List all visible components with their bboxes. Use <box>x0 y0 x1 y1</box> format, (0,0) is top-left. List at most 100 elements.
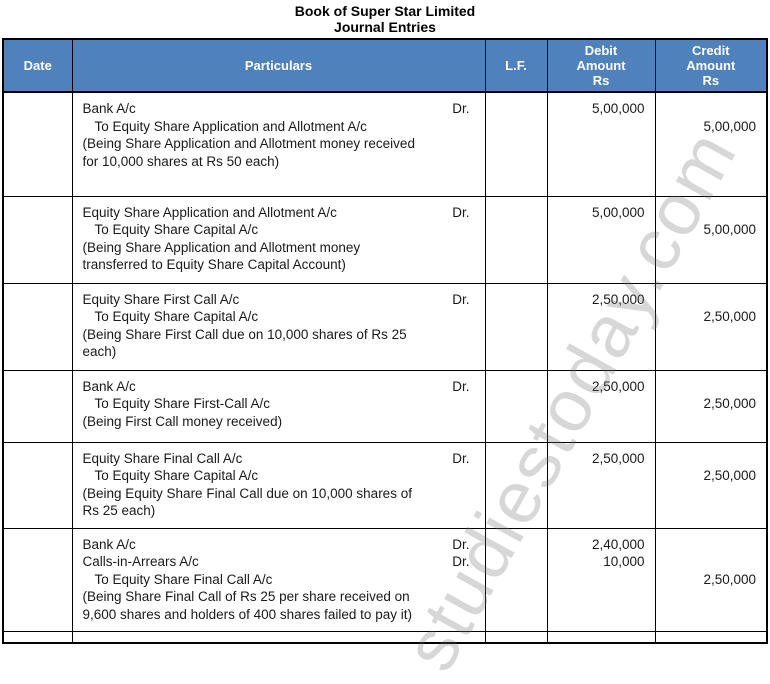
dr-label: Dr. <box>452 554 470 569</box>
journal-table-body: Bank A/c Dr. To Equity Share Application a… <box>2 91 768 644</box>
page-title: Book of Super Star Limited <box>294 3 476 19</box>
credit-amount: 2,50,000 <box>703 396 756 411</box>
particulars-text: To Equity Share Capital A/c <box>94 468 259 483</box>
particulars-text: To Equity Share Application and Allotmen… <box>94 118 367 134</box>
journal-entry-row: Equity Share First Call A/c Dr. To Equity … <box>2 282 768 371</box>
header-credit-amount: Credit Amount Rs <box>654 38 768 93</box>
account-line: Equity Share Final Call A/c Dr. <box>83 450 470 468</box>
debit-amount <box>548 308 645 326</box>
particulars-text: Bank A/c <box>82 536 136 552</box>
narration-line: (Being Share Final Call of Rs 25 per sha… <box>83 588 470 623</box>
credit-cell: 5,00,000 <box>654 195 768 284</box>
particulars-text: Equity Share Application and Allotment A… <box>82 204 337 220</box>
credit-amount <box>656 378 757 396</box>
debit-cell: 5,00,000 <box>546 195 656 284</box>
lf-cell <box>484 441 548 529</box>
account-line: To Equity Share First-Call A/c <box>83 395 470 413</box>
credit-amount: 2,50,000 <box>703 309 756 324</box>
account-line: To Equity Share Application and Allotmen… <box>83 118 470 136</box>
debit-cell <box>546 630 656 644</box>
credit-amount <box>656 413 757 431</box>
particulars-text: (Being Share Final Call of Rs 25 per sha… <box>82 589 412 622</box>
debit-cell: 2,40,000 10,000 <box>546 527 656 632</box>
credit-amount <box>656 239 757 257</box>
header-particulars: Particulars <box>71 38 486 93</box>
narration-line: (Being Share First Call due on 10,000 sh… <box>83 326 470 361</box>
particulars-cell: Equity Share Application and Allotment A… <box>71 195 486 284</box>
credit-amount <box>656 536 757 554</box>
debit-amount <box>548 467 645 485</box>
credit-cell: 2,50,000 <box>654 441 768 529</box>
dr-label: Dr. <box>452 101 470 116</box>
lf-cell <box>484 630 548 644</box>
journal-entry-row: Bank A/c Dr. Calls-in-Arrears A/c Dr. To Equ… <box>2 527 768 632</box>
header-date: Date <box>2 38 73 93</box>
account-line: To Equity Share Capital A/c <box>83 221 470 239</box>
lf-cell <box>484 369 548 443</box>
debit-cell: 2,50,000 <box>546 282 656 371</box>
account-line: To Equity Share Capital A/c <box>83 308 470 326</box>
credit-cell: 2,50,000 <box>654 527 768 632</box>
debit-cell: 5,00,000 <box>546 91 656 197</box>
dr-label: Dr. <box>452 536 470 552</box>
debit-amount: 5,00,000 <box>591 204 645 220</box>
credit-amount <box>656 450 757 468</box>
credit-amount <box>656 100 757 118</box>
dr-label: Dr. <box>452 204 470 220</box>
particulars-text: Equity Share Final Call A/c <box>82 450 243 466</box>
journal-table-header: Date Particulars L.F. Debit Amount Rs Cr… <box>2 38 768 93</box>
date-cell <box>2 630 73 644</box>
dr-label: Dr. <box>452 378 470 394</box>
account-line: Bank A/c Dr. <box>83 378 470 396</box>
debit-amount: 10,000 <box>603 554 645 569</box>
debit-amount: 2,40,000 <box>591 536 645 552</box>
credit-amount <box>656 588 757 606</box>
date-cell <box>2 91 73 197</box>
debit-amount: 2,50,000 <box>591 378 645 394</box>
debit-amount <box>548 221 645 239</box>
credit-amount <box>656 291 757 309</box>
debit-amount: 2,50,000 <box>591 291 645 307</box>
particulars-cell <box>71 630 486 644</box>
debit-amount <box>548 118 645 136</box>
credit-amount <box>656 326 757 344</box>
debit-amount <box>548 413 645 431</box>
header-debit-amount: Debit Amount Rs <box>546 38 656 93</box>
narration-line: (Being Equity Share Final Call due on 10… <box>83 485 470 520</box>
particulars-text: Calls-in-Arrears A/c <box>82 554 199 569</box>
journal-entry-row-partial <box>2 630 768 644</box>
debit-amount <box>548 239 645 257</box>
credit-cell: 2,50,000 <box>654 282 768 371</box>
title-block: Book of Super Star Limited Journal Entri… <box>0 0 770 35</box>
journal-entry-row: Equity Share Final Call A/c Dr. To Equity … <box>2 441 768 529</box>
account-line: Equity Share Application and Allotment A… <box>83 204 470 222</box>
particulars-text: To Equity Share Final Call A/c <box>94 571 273 587</box>
date-cell <box>2 195 73 284</box>
debit-amount <box>548 395 645 413</box>
debit-amount <box>548 326 645 344</box>
particulars-text: To Equity Share Capital A/c <box>94 222 259 237</box>
particulars-text: (Being Share Application and Allotment m… <box>82 136 415 169</box>
lf-cell <box>484 91 548 197</box>
debit-amount <box>548 571 645 589</box>
credit-amount <box>656 485 757 503</box>
date-cell <box>2 527 73 632</box>
credit-cell: 2,50,000 <box>654 369 768 443</box>
particulars-cell: Equity Share First Call A/c Dr. To Equity … <box>71 282 486 371</box>
credit-amount: 5,00,000 <box>703 118 756 134</box>
journal-entry-row: Bank A/c Dr. To Equity Share First-Call A/… <box>2 369 768 443</box>
header-lf: L.F. <box>484 38 548 93</box>
narration-line: (Being Share Application and Allotment m… <box>83 239 470 274</box>
particulars-text: (Being Share Application and Allotment m… <box>82 239 361 273</box>
credit-cell <box>654 630 768 644</box>
particulars-cell: Bank A/c Dr. Calls-in-Arrears A/c Dr. To Equ… <box>71 527 486 632</box>
narration-line: (Being First Call money received) <box>83 413 470 431</box>
narration-line: (Being Share Application and Allotment m… <box>83 135 470 170</box>
debit-cell: 2,50,000 <box>546 441 656 529</box>
lf-cell <box>484 527 548 632</box>
debit-cell: 2,50,000 <box>546 369 656 443</box>
date-cell <box>2 282 73 371</box>
particulars-text: Bank A/c <box>82 378 136 394</box>
particulars-cell: Bank A/c Dr. To Equity Share Application a… <box>71 91 486 197</box>
